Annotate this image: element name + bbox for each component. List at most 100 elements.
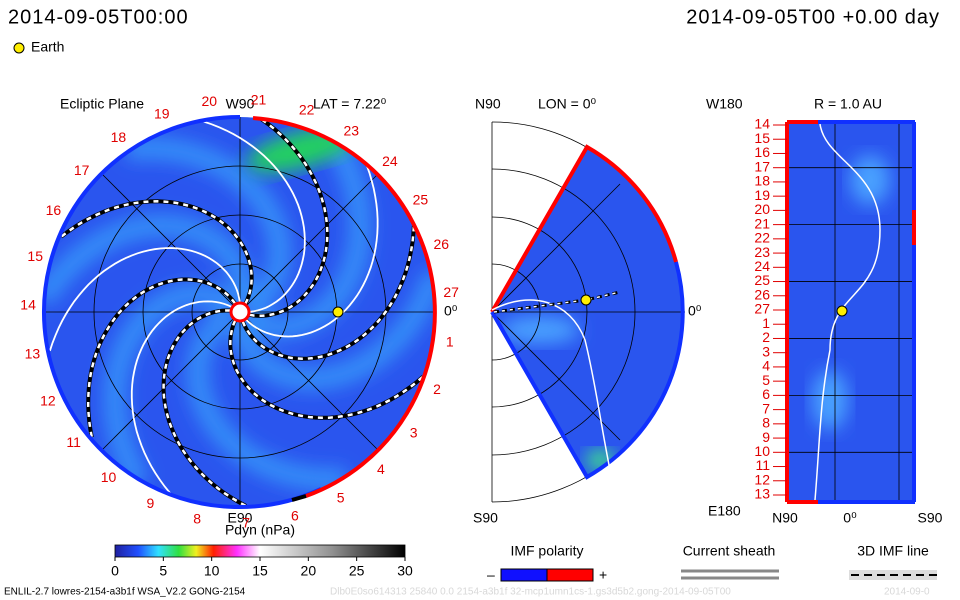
day-label: 16 [754,144,770,160]
day-label: 4 [377,461,385,477]
day-label: 18 [754,173,770,189]
plus-label: + [599,567,607,583]
day-label: 10 [101,469,117,485]
datetime: 2014-09-05T00:00 [8,6,189,28]
day-label: 2 [762,329,770,345]
density-swirl [103,282,239,489]
day-label: 9 [147,495,155,511]
day-label: 4 [762,358,770,374]
day-label: 18 [111,129,127,145]
day-label: 19 [754,187,770,203]
day-label: 13 [25,346,41,362]
current-sheath [814,123,881,501]
colorbar-tick-label: 30 [397,563,413,579]
day-label: 23 [344,122,360,138]
boundary-negative [42,114,322,509]
earth-legend: Earth [31,39,64,55]
day-label: 8 [762,415,770,431]
colorbar [114,544,406,558]
day-label: 6 [762,386,770,402]
meridional-panel: N90 LON = 0⁰ S90 0⁰ [473,96,702,526]
earth-marker [580,294,592,306]
negative-polarity [500,568,548,582]
day-label: 7 [762,400,770,416]
imf-line-title: 3D IMF line [857,543,929,559]
south-label: S90 [918,510,943,526]
colorbar-tick-label: 15 [252,563,268,579]
day-label: 10 [754,443,770,459]
current-sheath [49,247,241,352]
zero-label: 0⁰ [688,303,702,319]
north-label: N90 [475,96,501,112]
day-label: 3 [410,424,418,440]
imf-line-dash [60,200,253,305]
day-label: 5 [337,489,345,505]
colorbar-tick-label: 10 [204,563,220,579]
distance: R = 1.0 AU [814,96,882,112]
day-label: 17 [74,162,90,178]
day-label: 9 [762,429,770,445]
top-label: W90 [226,96,255,112]
day-label: 12 [754,471,770,487]
day-label: 11 [66,434,81,450]
density-swirl [241,129,372,339]
day-label: 14 [20,297,36,313]
colorbar-tick-label: 0 [111,563,119,579]
elapsed-time: 2014-09-05T00 +0.00 day [686,6,940,28]
zero-label: 0⁰ [843,510,857,526]
density-swirl [45,214,255,306]
day-label: 2 [433,381,441,397]
day-label: 27 [443,284,459,300]
current-sheath-title: Current sheath [683,543,776,559]
panel-title: Ecliptic Plane [60,96,144,112]
day-label: 27 [754,301,770,317]
watermark-date: 2014-09-0 [884,587,930,598]
latitude: LAT = 7.22⁰ [313,96,387,112]
bottom-left-label: E180 [708,503,741,519]
day-label: 25 [754,272,770,288]
day-label: 24 [382,153,398,169]
model-info: ENLIL-2.7 lowres-2154-a3b1f WSA_V2.2 GON… [4,587,246,598]
density-swirl [228,269,435,391]
density-swirl [186,305,348,491]
earth-marker [836,305,848,317]
imf-line-dash [162,309,247,508]
imf-line-dash [241,225,416,360]
current-sheath [203,120,306,313]
day-label: 13 [754,486,770,502]
south-label: S90 [473,510,498,526]
watermark: Dlb0E0so614313 25840 0.0 2154-a3b1f 32-m… [330,587,731,598]
day-label: 1 [446,333,454,349]
imf-polarity-title: IMF polarity [510,543,583,559]
day-label: 20 [754,201,770,217]
imf-line-dash [86,278,236,438]
day-label: 20 [201,93,217,109]
sun [229,301,251,323]
boundary-sheath [291,494,307,502]
day-label: 23 [754,244,770,260]
colorbar-title: Pdyn (nPa) [225,522,295,538]
day-label: 5 [762,372,770,388]
day-label: 17 [754,158,770,174]
day-label: 26 [754,286,770,302]
radial-panel: W180 R = 1.0 AU E180 N90 0⁰ S90 [706,96,947,526]
colorbar-tick-label: 25 [349,563,365,579]
day-label: 21 [251,92,267,108]
day-label: 7 [242,515,250,531]
zero-label: 0⁰ [444,303,458,319]
colorbar-tick-label: 5 [159,563,167,579]
day-label: 8 [193,510,201,526]
day-label: 21 [754,215,770,231]
day-label: 16 [46,202,62,218]
day-label: 6 [291,507,299,523]
earth-marker [332,306,344,318]
day-label: 25 [413,191,429,207]
day-label: 22 [299,101,315,117]
earth-icon [13,42,25,54]
current-sheath [130,300,232,494]
colorbar-tick-label: 20 [301,563,317,579]
imf-line-dash [229,320,424,420]
day-label: 11 [755,457,770,473]
imf-line-dash [249,118,329,318]
